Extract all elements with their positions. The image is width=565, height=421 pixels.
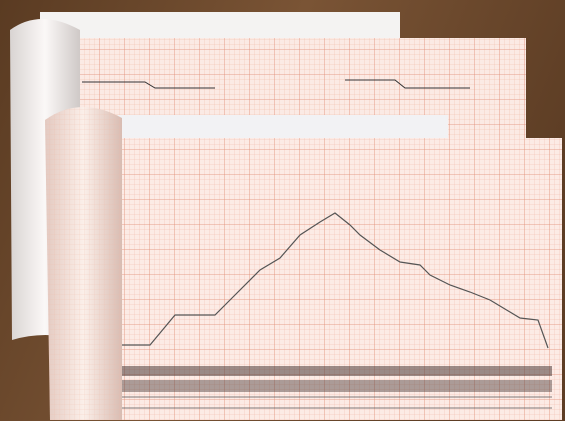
annotation-line — [112, 396, 552, 409]
front-roll-grid — [45, 106, 122, 421]
annotation-band — [112, 380, 552, 392]
paper-edge — [40, 12, 400, 42]
annotation-band — [112, 366, 552, 376]
back-trace — [82, 79, 470, 89]
hand-trace — [118, 212, 549, 349]
front-grid — [112, 138, 562, 420]
